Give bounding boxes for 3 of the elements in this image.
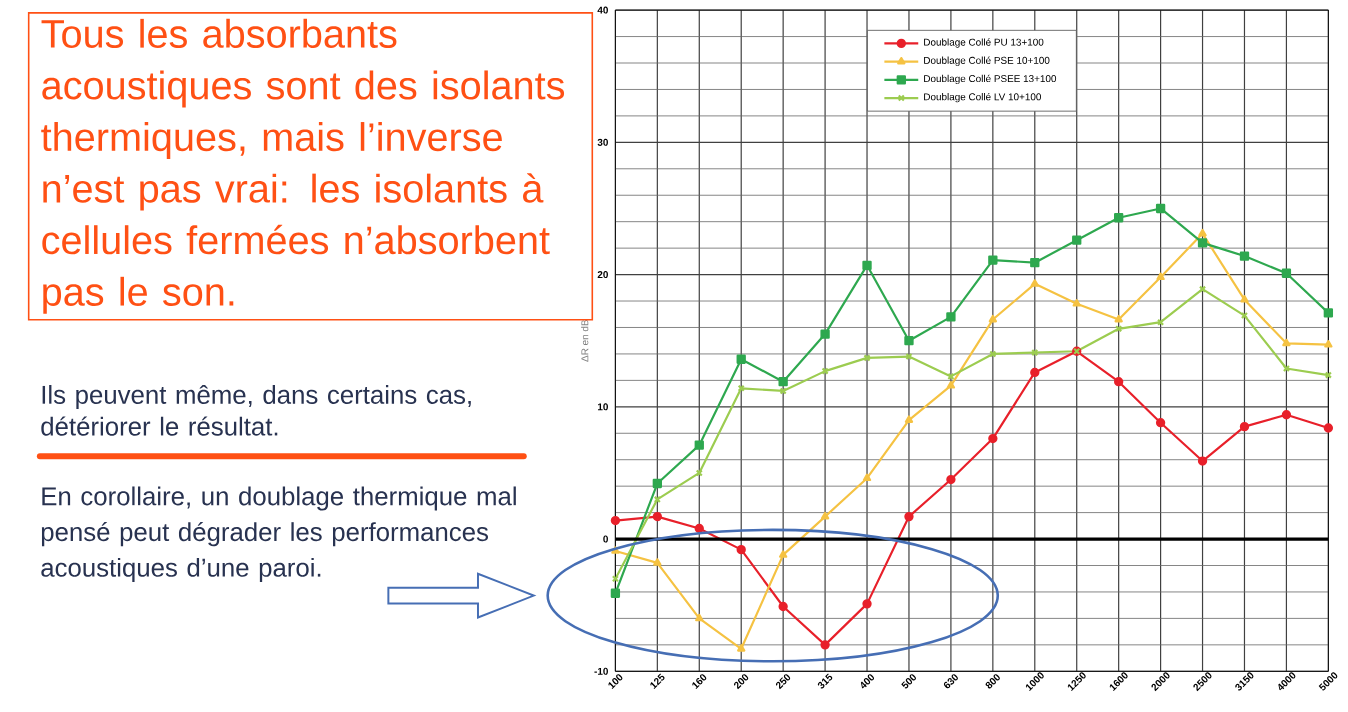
text: En corollaire, un doublage thermique mal pensé peut dégrader les performances acoustiques d’une paroi. <box>41 486 516 583</box>
text: Ils peuvent même, dans certains cas, détériorer le résultat. <box>41 385 471 437</box>
text: Tous les absorbants acoustiques sont des isolants thermiques, mais l’inverse n’est pas vrai: les isolants à cellules fermées n’absorbent pas le son. <box>41 19 565 315</box>
